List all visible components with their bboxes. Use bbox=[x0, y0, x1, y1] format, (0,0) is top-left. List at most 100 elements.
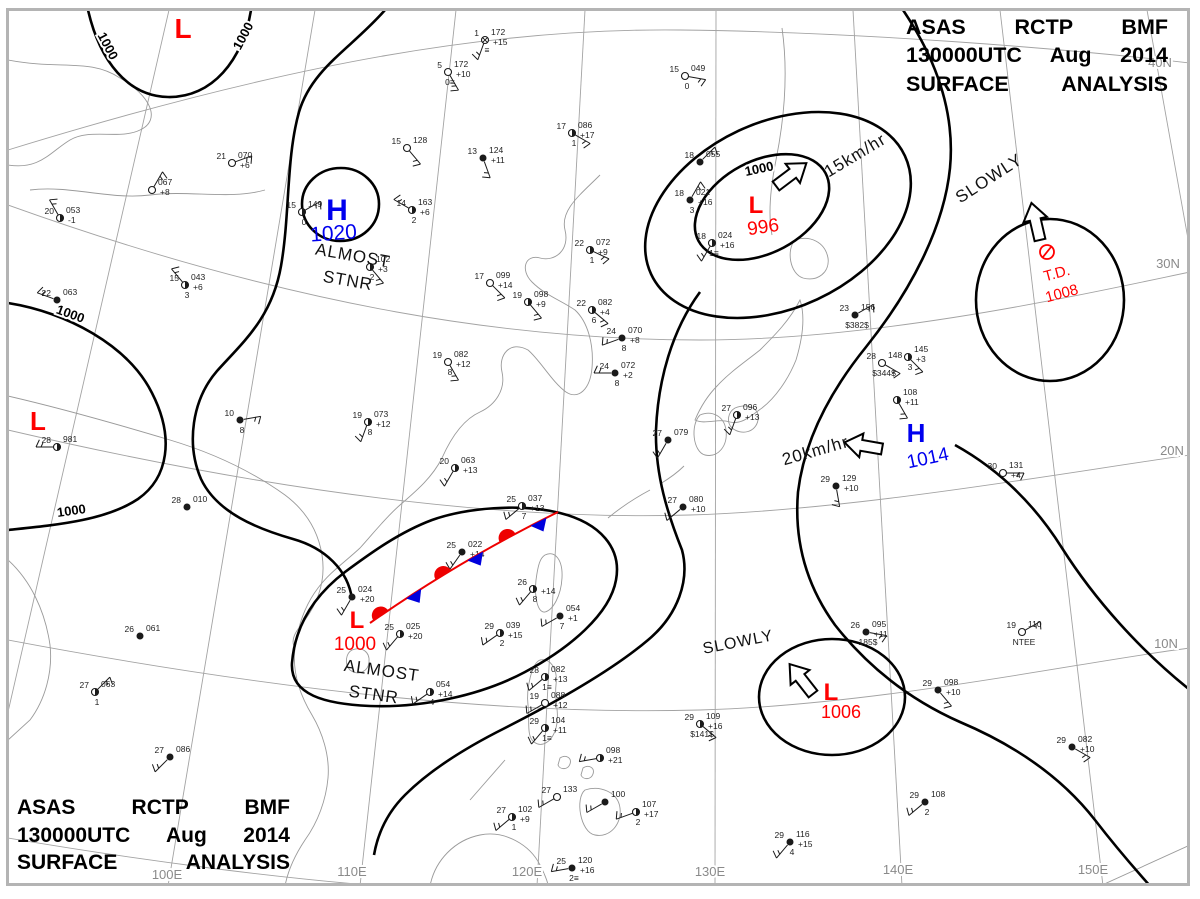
station-circle bbox=[679, 503, 687, 511]
wind-barb bbox=[701, 246, 711, 262]
wind-barb-tick bbox=[450, 89, 459, 92]
station-temp: 19 bbox=[530, 691, 540, 701]
wind-barb-tick bbox=[382, 642, 387, 651]
station-extra: 8 bbox=[368, 427, 373, 437]
wind-barb-tick bbox=[593, 365, 598, 374]
station-circle bbox=[851, 311, 859, 319]
pressure-center-symbol: L bbox=[824, 679, 839, 706]
wind-barb-tick bbox=[872, 304, 875, 313]
wind-barb bbox=[495, 819, 510, 831]
wind-barb bbox=[449, 365, 459, 381]
station-circle bbox=[568, 864, 576, 872]
station-plot: 19 082+128 bbox=[433, 349, 471, 382]
coastline bbox=[579, 788, 621, 836]
title-line: ASAS RCTP BMF bbox=[17, 796, 290, 819]
wind-barb-tick bbox=[707, 733, 713, 737]
station-extra: 1≡ bbox=[542, 733, 552, 743]
station-temp: 25 bbox=[385, 622, 395, 632]
station-tendency: +10 bbox=[946, 687, 961, 697]
station-pressure: 088 bbox=[551, 690, 565, 700]
wind-barb-tick bbox=[174, 271, 180, 274]
coastline bbox=[557, 755, 594, 780]
station-tendency: +20 bbox=[360, 594, 375, 604]
cold-front-symbol bbox=[530, 517, 547, 532]
station-pressure: 172 bbox=[454, 59, 468, 69]
latitude-arc bbox=[9, 639, 1187, 712]
station-pressure: 082 bbox=[1078, 734, 1092, 744]
station-tendency: +4 bbox=[600, 307, 610, 317]
station-plot: 098+21 bbox=[578, 745, 623, 765]
station-tendency: +2 bbox=[623, 370, 633, 380]
wind-barb bbox=[528, 679, 543, 691]
wind-barb-tick bbox=[583, 756, 586, 761]
wind-barb bbox=[908, 804, 923, 816]
station-plot: 29 104+111≡ bbox=[527, 715, 567, 745]
title-block-bottom-left: ASAS RCTP BMF 130000UTC Aug 2014 SURFACE… bbox=[17, 794, 290, 877]
station-circle bbox=[402, 143, 412, 153]
station-temp: 24 bbox=[600, 361, 610, 371]
station-plot: 100 bbox=[585, 789, 625, 813]
station-circle bbox=[236, 416, 244, 424]
station-tendency: +4 bbox=[1011, 470, 1021, 480]
station-circle-half bbox=[185, 281, 189, 289]
station-temp: 15 bbox=[670, 64, 680, 74]
isobar bbox=[290, 506, 619, 708]
wind-barb-tick bbox=[585, 804, 588, 813]
station-extra: 3 bbox=[185, 290, 190, 300]
station-extra: 3 bbox=[690, 205, 695, 215]
station-circle-half bbox=[533, 585, 537, 593]
station-plot: 25 025+20 bbox=[382, 621, 423, 651]
wind-barb-tick bbox=[602, 258, 610, 265]
station-circle bbox=[443, 67, 453, 77]
station-circle bbox=[552, 792, 562, 802]
wind-barb bbox=[836, 489, 841, 507]
wind-barb-tick bbox=[906, 807, 910, 816]
wind-barb-tick bbox=[40, 442, 44, 448]
station-circle-half bbox=[590, 246, 594, 254]
station-plot: 20 053-1 bbox=[45, 198, 80, 225]
station-pressure: 128 bbox=[413, 135, 427, 145]
station-plot: 18 024+161≡ bbox=[696, 230, 735, 262]
station-circle-half bbox=[572, 129, 576, 137]
warm-front-symbol bbox=[371, 606, 389, 621]
lon-label: 110E bbox=[337, 864, 367, 879]
station-plot: 13 124+11 bbox=[468, 145, 505, 179]
td-label: T.D. bbox=[1042, 262, 1072, 285]
station-tendency: +14 bbox=[438, 689, 453, 699]
station-extra: NTEE bbox=[1013, 637, 1036, 647]
station-circle-half bbox=[60, 214, 64, 222]
annotation-text: SLOWLY bbox=[701, 627, 774, 657]
station-plot: 22 072+91 bbox=[575, 237, 611, 265]
station-circle-half bbox=[370, 263, 374, 271]
wind-barb-tick bbox=[537, 799, 540, 808]
station-extra: 2 bbox=[925, 807, 930, 817]
wind-barb-tick bbox=[258, 416, 262, 425]
station-circle-half bbox=[897, 396, 901, 404]
station-pressure: 082 bbox=[551, 664, 565, 674]
station-temp: 27 bbox=[542, 785, 552, 795]
station-tendency: +14 bbox=[541, 586, 556, 596]
station-plot: 054+17 bbox=[540, 603, 580, 631]
wind-barb bbox=[602, 338, 619, 346]
station-tendency: +6 bbox=[240, 160, 250, 170]
wind-barb bbox=[702, 726, 717, 738]
station-circle bbox=[921, 798, 929, 806]
wind-barb-tick bbox=[710, 150, 714, 156]
station-temp: 26 bbox=[851, 620, 861, 630]
annotation-text: ALMOST bbox=[343, 656, 421, 685]
wind-barb-tick bbox=[503, 511, 507, 520]
wind-barb-tick bbox=[41, 290, 46, 295]
wind-barb bbox=[858, 304, 874, 314]
wind-barb-tick bbox=[485, 637, 488, 643]
wind-barb bbox=[483, 161, 491, 178]
lon-label: 140E bbox=[883, 862, 914, 877]
station-pressure: 022 bbox=[468, 539, 482, 549]
pressure-center-value: 996 bbox=[746, 215, 780, 240]
wind-barb-tick bbox=[533, 317, 542, 321]
station-pressure: 063 bbox=[101, 679, 115, 689]
station-pressure: 063 bbox=[461, 455, 475, 465]
wind-barb bbox=[235, 155, 252, 163]
station-plot: 14 163+62 bbox=[393, 194, 432, 225]
station-plot: 26 +148 bbox=[515, 577, 556, 606]
